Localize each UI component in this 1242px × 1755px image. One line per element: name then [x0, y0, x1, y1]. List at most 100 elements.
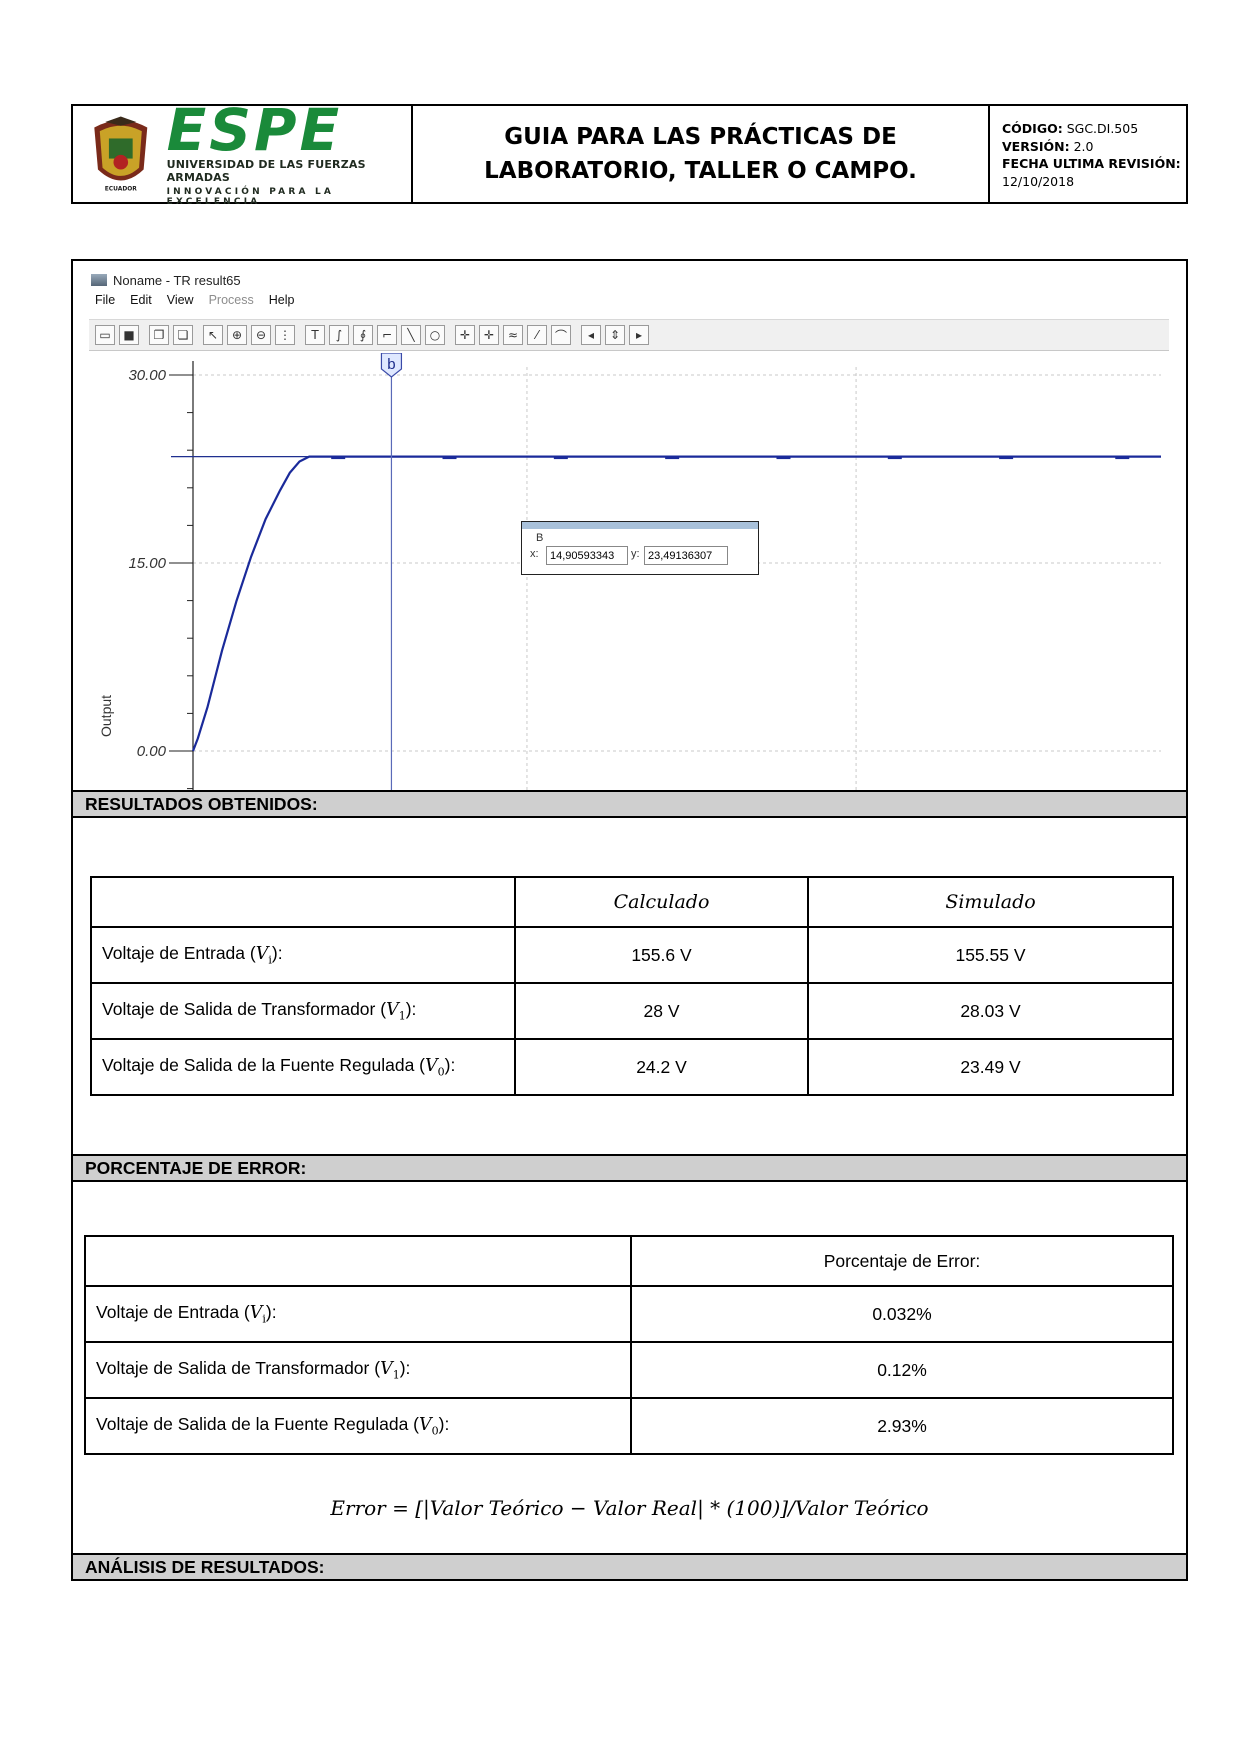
error-formula: Error = [|Valor Teórico − Valor Real| * … — [330, 1496, 929, 1520]
plot-grid — [193, 367, 1161, 793]
curve-icon[interactable]: ∫ — [329, 325, 349, 345]
y-tick-label: 30.00 — [128, 367, 166, 384]
menu-file[interactable]: File — [95, 293, 116, 307]
menu-bar: File Edit View Process Help — [95, 293, 309, 313]
cursor-readout-box[interactable]: B x: 14,90593343 y: 23,49136307 — [521, 521, 759, 575]
version-row: VERSIÓN: 2.0 — [1002, 138, 1094, 154]
table-row: Voltaje de Salida de la Fuente Regulada … — [84, 1397, 1174, 1455]
cursor-b-label: b — [387, 356, 395, 373]
cursor-b-icon[interactable]: ✛ — [479, 325, 499, 345]
pointer-icon[interactable]: ↖ — [203, 325, 223, 345]
results-header-simulado: Simulado — [807, 876, 1174, 928]
paste-icon[interactable]: ❏ — [173, 325, 193, 345]
curve-alt-icon[interactable]: ∮ — [353, 325, 373, 345]
espe-university-name: UNIVERSIDAD DE LAS FUERZAS ARMADAS — [166, 157, 366, 184]
y-tick-labels: 0.00 15.00 30.00 — [128, 367, 166, 760]
error-value: 0.12% — [630, 1341, 1174, 1399]
grid-icon[interactable]: ⋮ — [275, 325, 295, 345]
zoom-fit-icon[interactable]: ⊖ — [251, 325, 271, 345]
logo-shield-text: ECUADOR — [105, 186, 138, 193]
cursor-readout-titlebar — [522, 522, 758, 529]
window-title: Noname - TR result65 — [113, 272, 241, 288]
menu-process[interactable]: Process — [208, 293, 254, 307]
toolbar: ▭ ■ ❐ ❏ ↖ ⊕ ⊖ ⋮ T ∫ ∮ ⌐ ╲ ○ ✛ ✛ ≈ ⁄ ⌒ ◂ … — [89, 319, 1169, 351]
series-line — [191, 455, 1161, 752]
results-row-label: Voltaje de Entrada (Vi): — [90, 926, 516, 984]
title-line-2: LABORATORIO, TALLER O CAMPO. — [484, 158, 917, 184]
table-row: Voltaje de Salida de Transformador (V1):… — [84, 1341, 1174, 1399]
results-header-calculado: Calculado — [514, 876, 809, 928]
cursor-b-flag[interactable]: b — [380, 353, 403, 378]
cursor-a-icon[interactable]: ✛ — [455, 325, 475, 345]
y-axis-label: Output — [98, 695, 114, 737]
document-meta: CÓDIGO: SGC.DI.505 VERSIÓN: 2.0 FECHA UL… — [990, 106, 1186, 202]
results-sim-value: 155.55 V — [807, 926, 1174, 984]
arrow-right-icon[interactable]: ▸ — [629, 325, 649, 345]
copy-icon[interactable]: ❐ — [149, 325, 169, 345]
error-header-porcentaje: Porcentaje de Error: — [630, 1235, 1174, 1287]
y-axis — [169, 361, 194, 793]
menu-view[interactable]: View — [166, 293, 194, 307]
title-line-1: GUIA PARA LAS PRÁCTICAS DE — [504, 124, 897, 150]
section-resultados-heading: RESULTADOS OBTENIDOS: — [73, 790, 1186, 818]
cursor-y-label: y: — [631, 548, 640, 560]
table-row: Voltaje de Entrada (Vi): 0.032% — [84, 1285, 1174, 1343]
y-tick-label: 15.00 — [128, 555, 166, 572]
axis-icon[interactable]: ⌐ — [377, 325, 397, 345]
error-value: 0.032% — [630, 1285, 1174, 1343]
section-porcentaje-heading: PORCENTAJE DE ERROR: — [73, 1154, 1186, 1182]
text-icon[interactable]: T — [305, 325, 325, 345]
results-calc-value: 28 V — [514, 982, 809, 1040]
error-row-label: Voltaje de Salida de la Fuente Regulada … — [84, 1397, 632, 1455]
fecha-value: 12/10/2018 — [1002, 173, 1075, 189]
error-row-label: Voltaje de Entrada (Vi): — [84, 1285, 632, 1343]
waveform-icon[interactable]: ≈ — [503, 325, 523, 345]
zoom-icon[interactable]: ⊕ — [227, 325, 247, 345]
espe-motto: INNOVACIÓN PARA LA EXCELENCIA — [166, 186, 335, 207]
y-tick-label: 0.00 — [137, 743, 167, 760]
espe-wordmark: ESPE UNIVERSIDAD DE LAS FUERZAS ARMADAS … — [166, 95, 411, 207]
logo-cell: ECUADOR ESPE UNIVERSIDAD DE LAS FUERZAS … — [73, 101, 413, 207]
table-row: Voltaje de Salida de Transformador (V1):… — [90, 982, 1174, 1040]
results-row-label: Voltaje de Salida de Transformador (V1): — [90, 982, 516, 1040]
espe-word: ESPE — [166, 95, 343, 164]
arrow-left-icon[interactable]: ◂ — [581, 325, 601, 345]
error-header-row: Porcentaje de Error: — [84, 1235, 1174, 1287]
probe-icon[interactable]: ⁄ — [527, 325, 547, 345]
document-title: GUIA PARA LAS PRÁCTICAS DE LABORATORIO, … — [413, 106, 990, 202]
results-sim-value: 23.49 V — [807, 1038, 1174, 1096]
line-icon[interactable]: ╲ — [401, 325, 421, 345]
results-header-empty — [90, 876, 516, 928]
results-header-row: Calculado Simulado — [90, 876, 1174, 928]
simulation-window: Noname - TR result65 File Edit View Proc… — [89, 269, 1169, 793]
app-icon — [91, 274, 107, 286]
results-calc-value: 24.2 V — [514, 1038, 809, 1096]
document-header: ECUADOR ESPE UNIVERSIDAD DE LAS FUERZAS … — [71, 101, 1188, 207]
results-sim-value: 28.03 V — [807, 982, 1174, 1040]
cursor-x-label: x: — [530, 548, 539, 560]
results-calc-value: 155.6 V — [514, 926, 809, 984]
table-row: Voltaje de Entrada (Vi): 155.6 V 155.55 … — [90, 926, 1174, 984]
cursor-x-field[interactable]: 14,90593343 — [546, 546, 628, 565]
results-row-label: Voltaje de Salida de la Fuente Regulada … — [90, 1038, 516, 1096]
arrow-updown-icon[interactable]: ⇕ — [605, 325, 625, 345]
codigo-row: CÓDIGO: SGC.DI.505 — [1002, 121, 1139, 136]
main-content-box: Noname - TR result65 File Edit View Proc… — [71, 259, 1188, 1581]
table-row: Voltaje de Salida de la Fuente Regulada … — [90, 1038, 1174, 1096]
error-value: 2.93% — [630, 1397, 1174, 1455]
save-icon[interactable]: ■ — [119, 325, 139, 345]
espe-shield-logo: ECUADOR — [94, 116, 148, 193]
error-row-label: Voltaje de Salida de Transformador (V1): — [84, 1341, 632, 1399]
error-table: Porcentaje de Error: Voltaje de Entrada … — [84, 1235, 1174, 1455]
marker-icon[interactable]: ⌒ — [551, 325, 571, 345]
section-analisis-heading: ANÁLISIS DE RESULTADOS: — [73, 1553, 1186, 1579]
open-folder-icon[interactable]: ▭ — [95, 325, 115, 345]
menu-edit[interactable]: Edit — [130, 293, 152, 307]
circle-icon[interactable]: ○ — [425, 325, 445, 345]
menu-help[interactable]: Help — [268, 293, 295, 307]
cursor-readout-label: B — [536, 532, 544, 544]
error-header-empty — [84, 1235, 632, 1287]
output-plot: 0.00 15.00 30.00 Output b — [98, 353, 1161, 793]
cursor-y-field[interactable]: 23,49136307 — [644, 546, 728, 565]
fecha-label: FECHA ULTIMA REVISIÓN: — [1002, 156, 1181, 171]
